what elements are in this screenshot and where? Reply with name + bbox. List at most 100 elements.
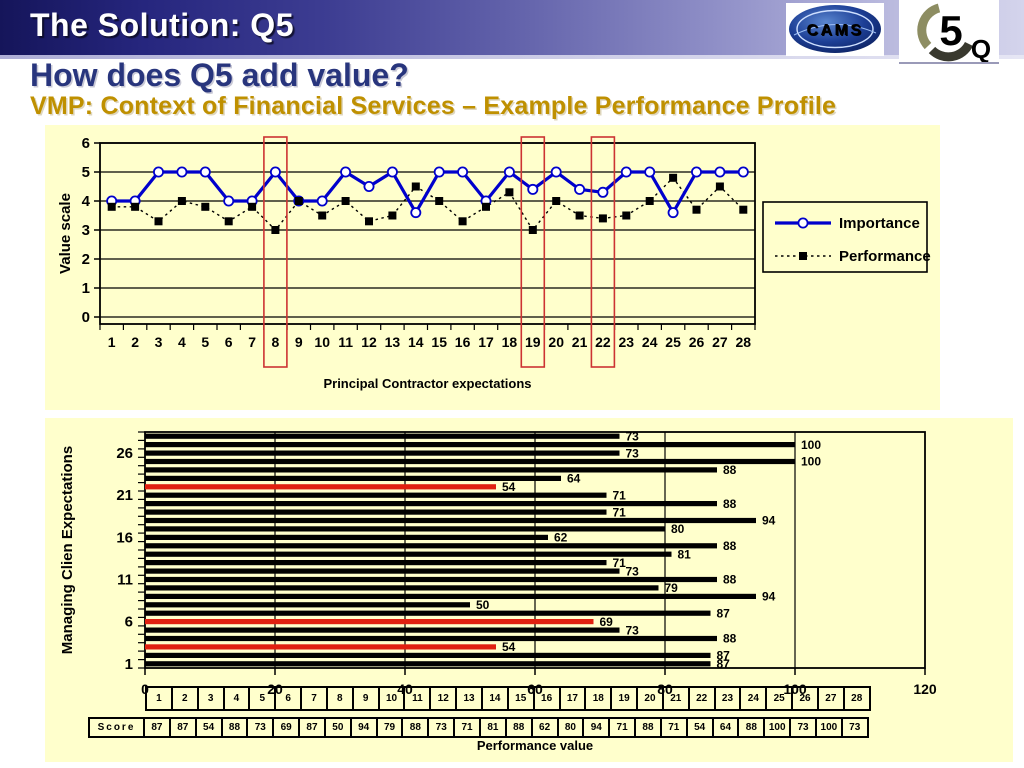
y-axis-ticks: [138, 431, 145, 669]
performance-point: [645, 197, 654, 205]
performance-point: [365, 217, 373, 226]
score-column-9: 9: [351, 686, 380, 711]
score-value-10: 79: [375, 717, 404, 738]
score-value-6: 69: [272, 717, 301, 738]
svg-text:2: 2: [131, 334, 139, 350]
score-value-28: 73: [840, 717, 869, 738]
y-axis-title: Value scale: [57, 193, 74, 274]
svg-text:5: 5: [82, 164, 90, 181]
performance-point: [294, 197, 303, 205]
performance-point: [411, 182, 420, 191]
bar-label-3: 54: [502, 640, 516, 654]
bar-label-8: 50: [476, 598, 490, 612]
score-column-1: 1: [145, 686, 173, 711]
performance-point: [458, 217, 467, 226]
cams-swirl: [793, 24, 877, 36]
svg-text:20: 20: [548, 334, 564, 350]
svg-text:4: 4: [178, 334, 186, 350]
x-axis-ticks-labels: 0 20 40 60 80 100 120: [141, 668, 937, 697]
legend-importance-label: Importance: [839, 215, 920, 232]
importance-performance-chart-panel: 0 1 2 3 4 5 6 1 2 3 4 5 6 7 8 9 10 11 12 13 14 15 16 17 18 19 20 21…: [45, 125, 940, 410]
bar-label-25: 100: [801, 455, 821, 469]
bar-row-20: [145, 501, 717, 507]
importance-point: [620, 166, 632, 178]
highlight-boxes: [263, 136, 616, 368]
performance-point: [505, 188, 514, 197]
score-column-14: 14: [480, 686, 509, 711]
performance-point: [388, 211, 397, 220]
y-gridlines: [100, 142, 755, 318]
svg-text:28: 28: [736, 334, 752, 350]
bar-label-28: 73: [626, 429, 640, 443]
score-value-24: 88: [737, 717, 766, 738]
svg-text:1: 1: [125, 656, 133, 673]
bar-row-27: [145, 442, 795, 448]
bar-label-14: 81: [678, 547, 692, 561]
importance-point: [363, 181, 375, 193]
bar-row-13: [145, 560, 607, 566]
importance-point: [199, 166, 211, 178]
score-column-11: 11: [403, 686, 432, 711]
performance-point: [154, 217, 163, 226]
svg-text:15: 15: [431, 334, 447, 350]
svg-text:24: 24: [642, 334, 658, 350]
performance-point: [669, 173, 678, 182]
svg-text:10: 10: [314, 334, 330, 350]
svg-text:80: 80: [657, 681, 673, 697]
bar-row-6: [145, 619, 594, 625]
bar-row-25: [145, 458, 795, 465]
score-value-19: 71: [608, 717, 637, 738]
legend-performance-label: Performance: [839, 248, 931, 265]
score-value-12: 73: [427, 717, 456, 738]
importance-point: [153, 166, 165, 178]
importance-point: [597, 186, 609, 198]
q5-logo-five: 5: [939, 7, 962, 54]
svg-text:26: 26: [689, 334, 705, 350]
svg-text:8: 8: [272, 334, 280, 350]
svg-text:1: 1: [82, 280, 90, 297]
score-column-3: 3: [196, 686, 225, 711]
score-value-15: 88: [504, 717, 533, 738]
performance-point: [598, 214, 607, 223]
cams-globe: [789, 5, 881, 53]
performance-point: [107, 202, 116, 211]
svg-text:22: 22: [595, 334, 611, 350]
score-column-25: 25: [765, 686, 794, 711]
svg-text:23: 23: [619, 334, 635, 350]
performance-point: [482, 202, 490, 211]
score-column-23: 23: [713, 686, 742, 711]
x-axis-labels: 1 2 3 4 5 6 7 8 9 10 11 12 13 14 15 16 17 18 19 20 21 22 23 24 2…: [108, 334, 751, 350]
score-value-22: 54: [685, 717, 714, 738]
svg-text:2: 2: [82, 251, 90, 268]
bar-row-26: [145, 450, 620, 456]
performance-point: [435, 197, 444, 205]
q5-logo-q: Q: [971, 34, 991, 62]
score-column-19: 19: [610, 686, 639, 711]
svg-text:6: 6: [125, 614, 133, 631]
importance-point: [644, 166, 656, 178]
performance-point: [271, 226, 280, 234]
score-value-23: 64: [711, 717, 740, 738]
x-axis-title: Principal Contractor expectations: [323, 376, 531, 391]
page-title: How does Q5 add value?: [30, 57, 409, 93]
performance-point: [131, 202, 140, 211]
q5-logo-graphic: 5 Q: [917, 3, 991, 64]
performance-point: [575, 211, 584, 220]
bar-row-9: [145, 593, 756, 599]
performance-point: [739, 205, 748, 214]
bar-label-13: 71: [613, 556, 627, 570]
importance-point: [269, 166, 281, 178]
page-subtitle: VMP: Context of Financial Services – Exa…: [30, 92, 837, 120]
bar-row-1: [145, 661, 711, 667]
score-value-21: 71: [659, 717, 688, 738]
importance-point: [714, 166, 726, 178]
score-column-16: 16: [532, 686, 561, 711]
highlight-box-8: [263, 136, 288, 368]
score-column-5: 5: [248, 686, 277, 711]
score-value-14: 81: [478, 717, 507, 738]
performance-point: [528, 226, 537, 234]
svg-text:6: 6: [82, 135, 90, 152]
score-value-7: 87: [298, 717, 326, 738]
bar-label-10: 79: [665, 581, 679, 595]
